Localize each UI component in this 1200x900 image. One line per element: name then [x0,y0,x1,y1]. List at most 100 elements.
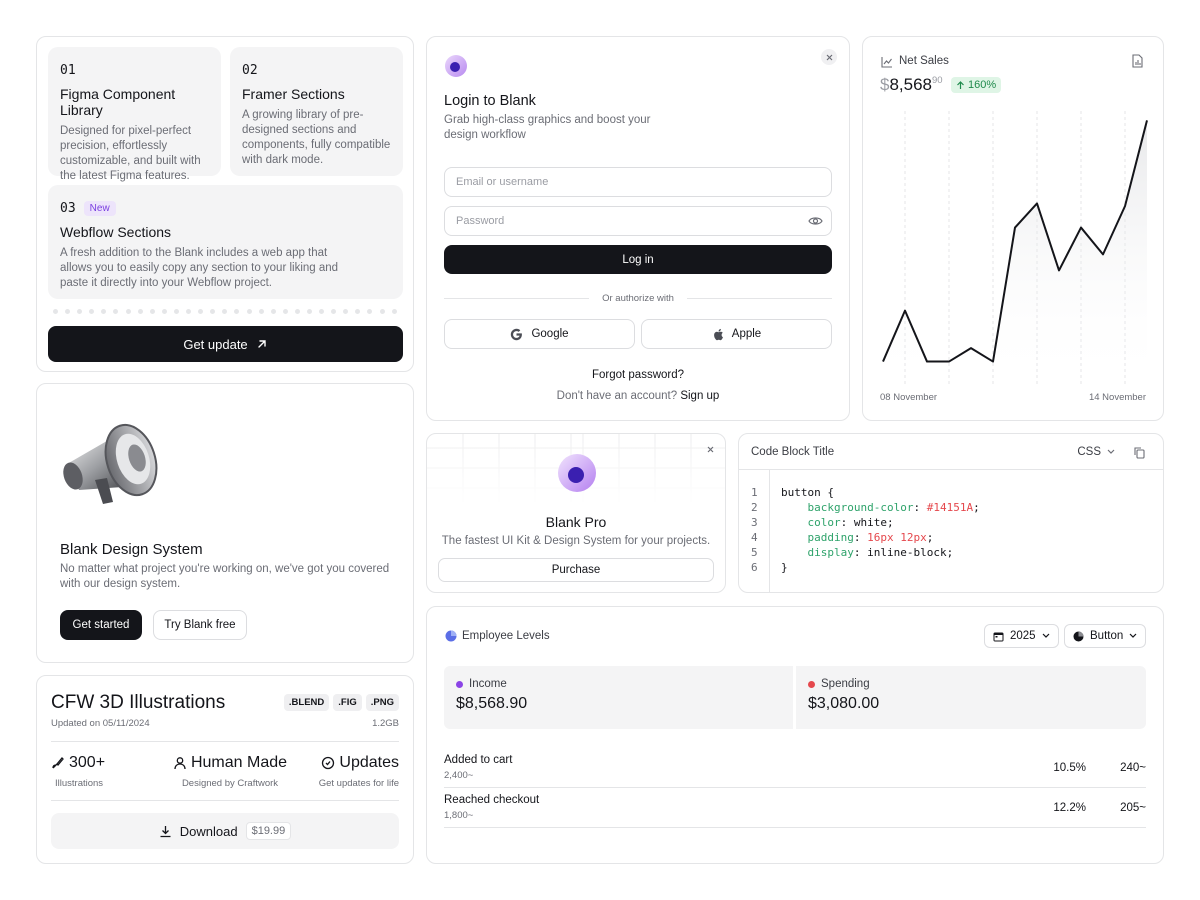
login-card: Login to Blank Grab high-class graphics … [426,36,850,421]
row-count: 205~ [1120,802,1146,814]
divider-line [687,298,832,299]
stat-updates: Updates Get updates for life [279,754,399,789]
get-update-button[interactable]: Get update [48,326,403,362]
copy-icon[interactable] [1134,447,1145,459]
signup-row: Don't have an account? Sign up [427,390,849,402]
purchase-button[interactable]: Purchase [438,558,714,582]
arrow-up-icon [957,80,964,89]
row-percent: 12.2% [1053,802,1086,814]
spending-value: $3,080.00 [808,695,880,712]
feature-figma[interactable]: 01 Figma Component Library Designed for … [48,47,221,182]
net-sales-title: Net Sales [899,55,949,67]
employee-levels-title: Employee Levels [462,630,550,642]
signup-link[interactable]: Sign up [680,390,720,402]
pie-icon [1073,631,1084,641]
design-system-title: Blank Design System [60,541,203,558]
no-account-text: Don't have an account? [556,390,678,402]
format-tag: .BLEND [283,694,330,711]
change-value: 160% [968,79,997,91]
row-name: Added to cart [444,754,513,766]
google-icon [511,328,523,340]
year-select[interactable]: 2025 [984,624,1059,648]
google-button[interactable]: Google [444,319,635,349]
amount-value: 8,568 [889,75,933,94]
stat-value: 300+ [69,754,106,771]
format-tag: .PNG [365,694,399,711]
download-icon [160,825,171,837]
employee-levels-card: Employee Levels 2025 Button Income $8,56… [426,606,1164,864]
design-system-desc: No matter what project you're working on… [60,563,390,590]
illustrations-updated: Updated on 05/11/2024 [51,718,150,729]
stat-illustrations: 300+ Illustrations [51,754,161,789]
blank-pro-title: Blank Pro [545,514,607,530]
sales-area [883,120,1147,387]
email-input[interactable] [444,167,832,197]
table-row[interactable]: Reached checkout 1,800~ 12.2% 205~ [444,788,1146,828]
line-numbers: 1 2 3 4 5 6 [751,486,769,576]
row-percent: 10.5% [1053,762,1086,774]
code-block-title: Code Block Title [751,446,835,458]
purchase-label: Purchase [551,564,601,576]
table-row[interactable]: Added to cart 2,400~ 10.5% 240~ [444,748,1146,788]
language-select[interactable]: CSS [1077,446,1115,458]
forgot-password-link[interactable]: Forgot password? [591,369,685,381]
line-number: 2 [751,501,758,514]
code-content[interactable]: button { background-color: #14151A; colo… [781,486,980,576]
divider [51,741,399,742]
try-blank-free-label: Try Blank free [164,619,236,631]
line-number: 3 [751,516,758,529]
get-started-button[interactable]: Get started [60,610,142,640]
features-card: 01 Figma Component Library Designed for … [36,36,414,372]
try-blank-free-button[interactable]: Try Blank free [153,610,247,640]
spending-box: Spending $3,080.00 [796,666,1146,729]
close-icon [826,54,832,60]
code-line: padding: 16px 12px; [807,531,934,544]
row-count: 240~ [1120,762,1146,774]
gutter-divider [769,470,770,592]
feature-number-row: 03 New [60,201,391,216]
code-line: button { [781,486,834,499]
currency-symbol: $ [880,75,890,94]
blank-pro-card: Blank Pro The fastest UI Kit & Design Sy… [426,433,726,593]
file-size: 1.2GB [372,718,399,729]
apple-icon [713,328,723,340]
income-dot [456,680,463,688]
login-button-label: Log in [622,253,654,266]
password-input[interactable] [444,206,832,236]
stat-value: Updates [339,754,399,771]
close-button[interactable] [821,49,837,65]
illustrations-card: CFW 3D Illustrations Updated on 05/11/20… [36,675,414,864]
feature-framer[interactable]: 02 Framer Sections A growing library of … [230,47,403,176]
login-title: Login to Blank [444,93,536,109]
get-update-label: Get update [183,336,248,352]
close-icon [707,446,713,452]
chevron-down-icon [1129,633,1137,638]
amount-cents: 90 [932,75,943,86]
options-button[interactable]: Button [1064,624,1147,648]
apple-label: Apple [731,328,762,340]
price-tag: $19.99 [245,822,292,840]
eye-icon[interactable] [808,214,823,228]
income-label: Income [469,678,507,690]
report-icon[interactable] [1131,54,1144,68]
stat-label: Designed by Craftwork [181,778,279,789]
stat-human-made: Human Made Designed by Craftwork [155,754,305,789]
authorize-divider-text: Or authorize with [602,293,674,304]
calendar-icon [993,632,1004,641]
download-button[interactable]: Download $19.99 [51,813,399,849]
stat-value: Human Made [190,754,288,771]
pie-chart-icon [445,630,457,642]
login-button[interactable]: Log in [444,245,832,274]
close-button[interactable] [703,442,717,456]
divider [739,469,1163,470]
line-number: 6 [751,561,758,574]
apple-button[interactable]: Apple [641,319,832,349]
net-sales-amount: $ 8,568 90 [880,75,943,95]
feature-desc: A fresh addition to the Blank includes a… [60,247,339,289]
stat-label: Illustrations [55,778,104,789]
chevron-down-icon [1107,449,1115,454]
code-line: color: white; [807,516,894,529]
line-number: 1 [751,486,758,499]
feature-webflow[interactable]: 03 New Webflow Sections A fresh addition… [48,185,403,299]
row-sub: 1,800~ [444,810,474,821]
